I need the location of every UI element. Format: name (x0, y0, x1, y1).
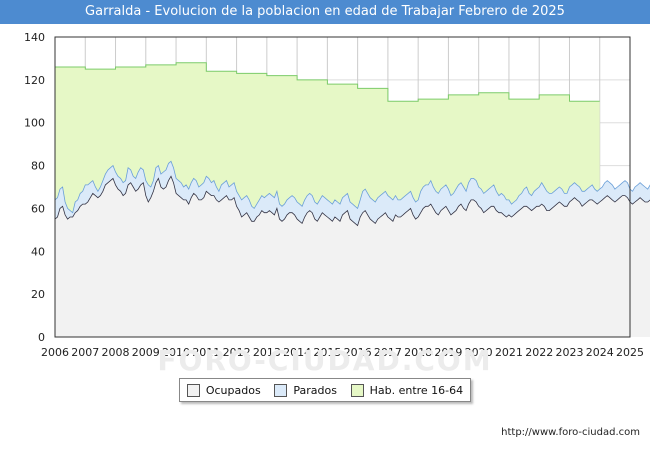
legend-item-parados: Parados (274, 383, 337, 397)
series (54, 62, 650, 337)
y-tick-label: 100 (24, 117, 45, 130)
legend: Ocupados Parados Hab. entre 16-64 (179, 378, 471, 402)
x-tick-label: 2018 (404, 346, 432, 359)
y-tick-label: 80 (31, 160, 45, 173)
series-hab-line (55, 62, 600, 102)
x-tick-label: 2016 (344, 346, 372, 359)
chart-title: Garralda - Evolucion de la poblacion en … (0, 0, 650, 24)
x-tick-label: 2006 (41, 346, 69, 359)
legend-swatch-ocupados (186, 383, 200, 397)
x-tick-label: 2021 (495, 346, 523, 359)
x-tick-label: 2024 (586, 346, 614, 359)
legend-label-parados: Parados (293, 383, 337, 397)
legend-item-hab: Hab. entre 16-64 (350, 383, 464, 397)
x-tick-label: 2008 (102, 346, 130, 359)
y-tick-label: 0 (38, 331, 45, 344)
legend-item-ocupados: Ocupados (186, 383, 261, 397)
x-tick-label: 2014 (283, 346, 311, 359)
legend-label-hab: Hab. entre 16-64 (369, 383, 464, 397)
x-tick-label: 2015 (313, 346, 341, 359)
x-tick-label: 2010 (162, 346, 190, 359)
plot-frame (54, 36, 631, 338)
x-tick-label: 2012 (223, 346, 251, 359)
legend-swatch-parados (274, 383, 288, 397)
y-tick-label: 60 (31, 202, 45, 215)
series-ocupados-line (54, 175, 650, 227)
series-parados-line (54, 160, 650, 214)
x-tick-label: 2017 (374, 346, 402, 359)
x-tick-label: 2022 (525, 346, 553, 359)
x-tick-label: 2019 (434, 346, 462, 359)
legend-label-ocupados: Ocupados (205, 383, 261, 397)
legend-swatch-hab (350, 383, 364, 397)
y-tick-label: 120 (24, 74, 45, 87)
watermark: FORO-CIUDAD.COM (157, 344, 493, 377)
series-ocupados-area (55, 176, 650, 337)
x-tick-label: 2020 (465, 346, 493, 359)
x-tick-label: 2025 (616, 346, 644, 359)
y-tick-label: 40 (31, 245, 45, 258)
y-tick-label: 20 (31, 288, 45, 301)
x-tick-label: 2009 (132, 346, 160, 359)
x-tick-label: 2007 (71, 346, 99, 359)
source-url[interactable]: http://www.foro-ciudad.com (501, 427, 640, 438)
x-tick-label: 2011 (192, 346, 220, 359)
y-tick-label: 140 (24, 31, 45, 44)
x-tick-label: 2013 (253, 346, 281, 359)
x-tick-label: 2023 (555, 346, 583, 359)
